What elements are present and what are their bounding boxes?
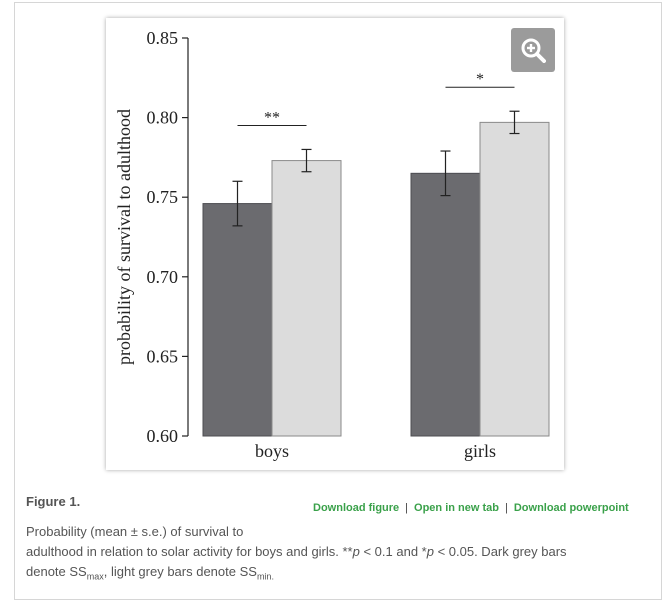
y-tick-label: 0.60 xyxy=(147,426,179,446)
bar xyxy=(271,160,342,437)
bar xyxy=(410,172,481,437)
caption-subscript: max xyxy=(86,571,104,582)
open-new-tab-link[interactable]: Open in new tab xyxy=(414,502,499,514)
x-tick-label: girls xyxy=(464,441,496,461)
bars-group: *** xyxy=(202,71,550,437)
bar xyxy=(202,203,273,437)
y-axis-label: probability of survival to adulthood xyxy=(114,109,134,365)
caption-subscript: min. xyxy=(256,571,274,582)
caption-text: , light grey bars denote SS xyxy=(103,564,257,579)
figure-caption: Probability (mean ± s.e.) of survival to… xyxy=(26,522,626,587)
y-tick-label: 0.70 xyxy=(147,267,179,287)
x-axis-labels: boys girls xyxy=(255,441,496,461)
y-tick-label: 0.75 xyxy=(147,187,179,207)
y-tick-label: 0.80 xyxy=(147,108,179,128)
link-separator: | xyxy=(504,502,508,514)
link-separator: | xyxy=(405,502,409,514)
bar xyxy=(479,121,550,437)
y-tick-label: 0.65 xyxy=(147,346,179,366)
caption-text: denote SS xyxy=(26,564,87,579)
zoom-in-icon xyxy=(521,38,546,63)
caption-text: < 0.1 and * xyxy=(359,544,427,559)
figure-links: Download figure | Open in new tab | Download… xyxy=(313,502,629,514)
y-tick-label: 0.85 xyxy=(147,28,179,48)
zoom-button[interactable] xyxy=(511,28,555,72)
significance-label: * xyxy=(476,71,484,88)
caption-p: p xyxy=(352,544,360,559)
caption-p: p xyxy=(426,544,434,559)
figure-label: Figure 1. xyxy=(26,494,81,509)
caption-text: < 0.05. Dark grey bars xyxy=(433,544,567,559)
bar-chart: 0.600.650.700.750.800.85 *** boys girls p… xyxy=(114,28,550,461)
y-axis: 0.60 0.65 0.70 0.75 0.80 0.85 xyxy=(147,28,189,446)
caption-text: adulthood in relation to solar activity … xyxy=(26,544,353,559)
x-tick-label: boys xyxy=(255,441,289,461)
download-figure-link[interactable]: Download figure xyxy=(313,502,400,514)
caption-line-1: Probability (mean ± s.e.) of survival to xyxy=(26,524,244,539)
download-powerpoint-link[interactable]: Download powerpoint xyxy=(513,502,629,514)
significance-label: ** xyxy=(264,109,280,126)
chart-panel: 0.60 0.65 0.70 0.75 0.80 0.85 ** * boys girls p… xyxy=(106,18,564,470)
